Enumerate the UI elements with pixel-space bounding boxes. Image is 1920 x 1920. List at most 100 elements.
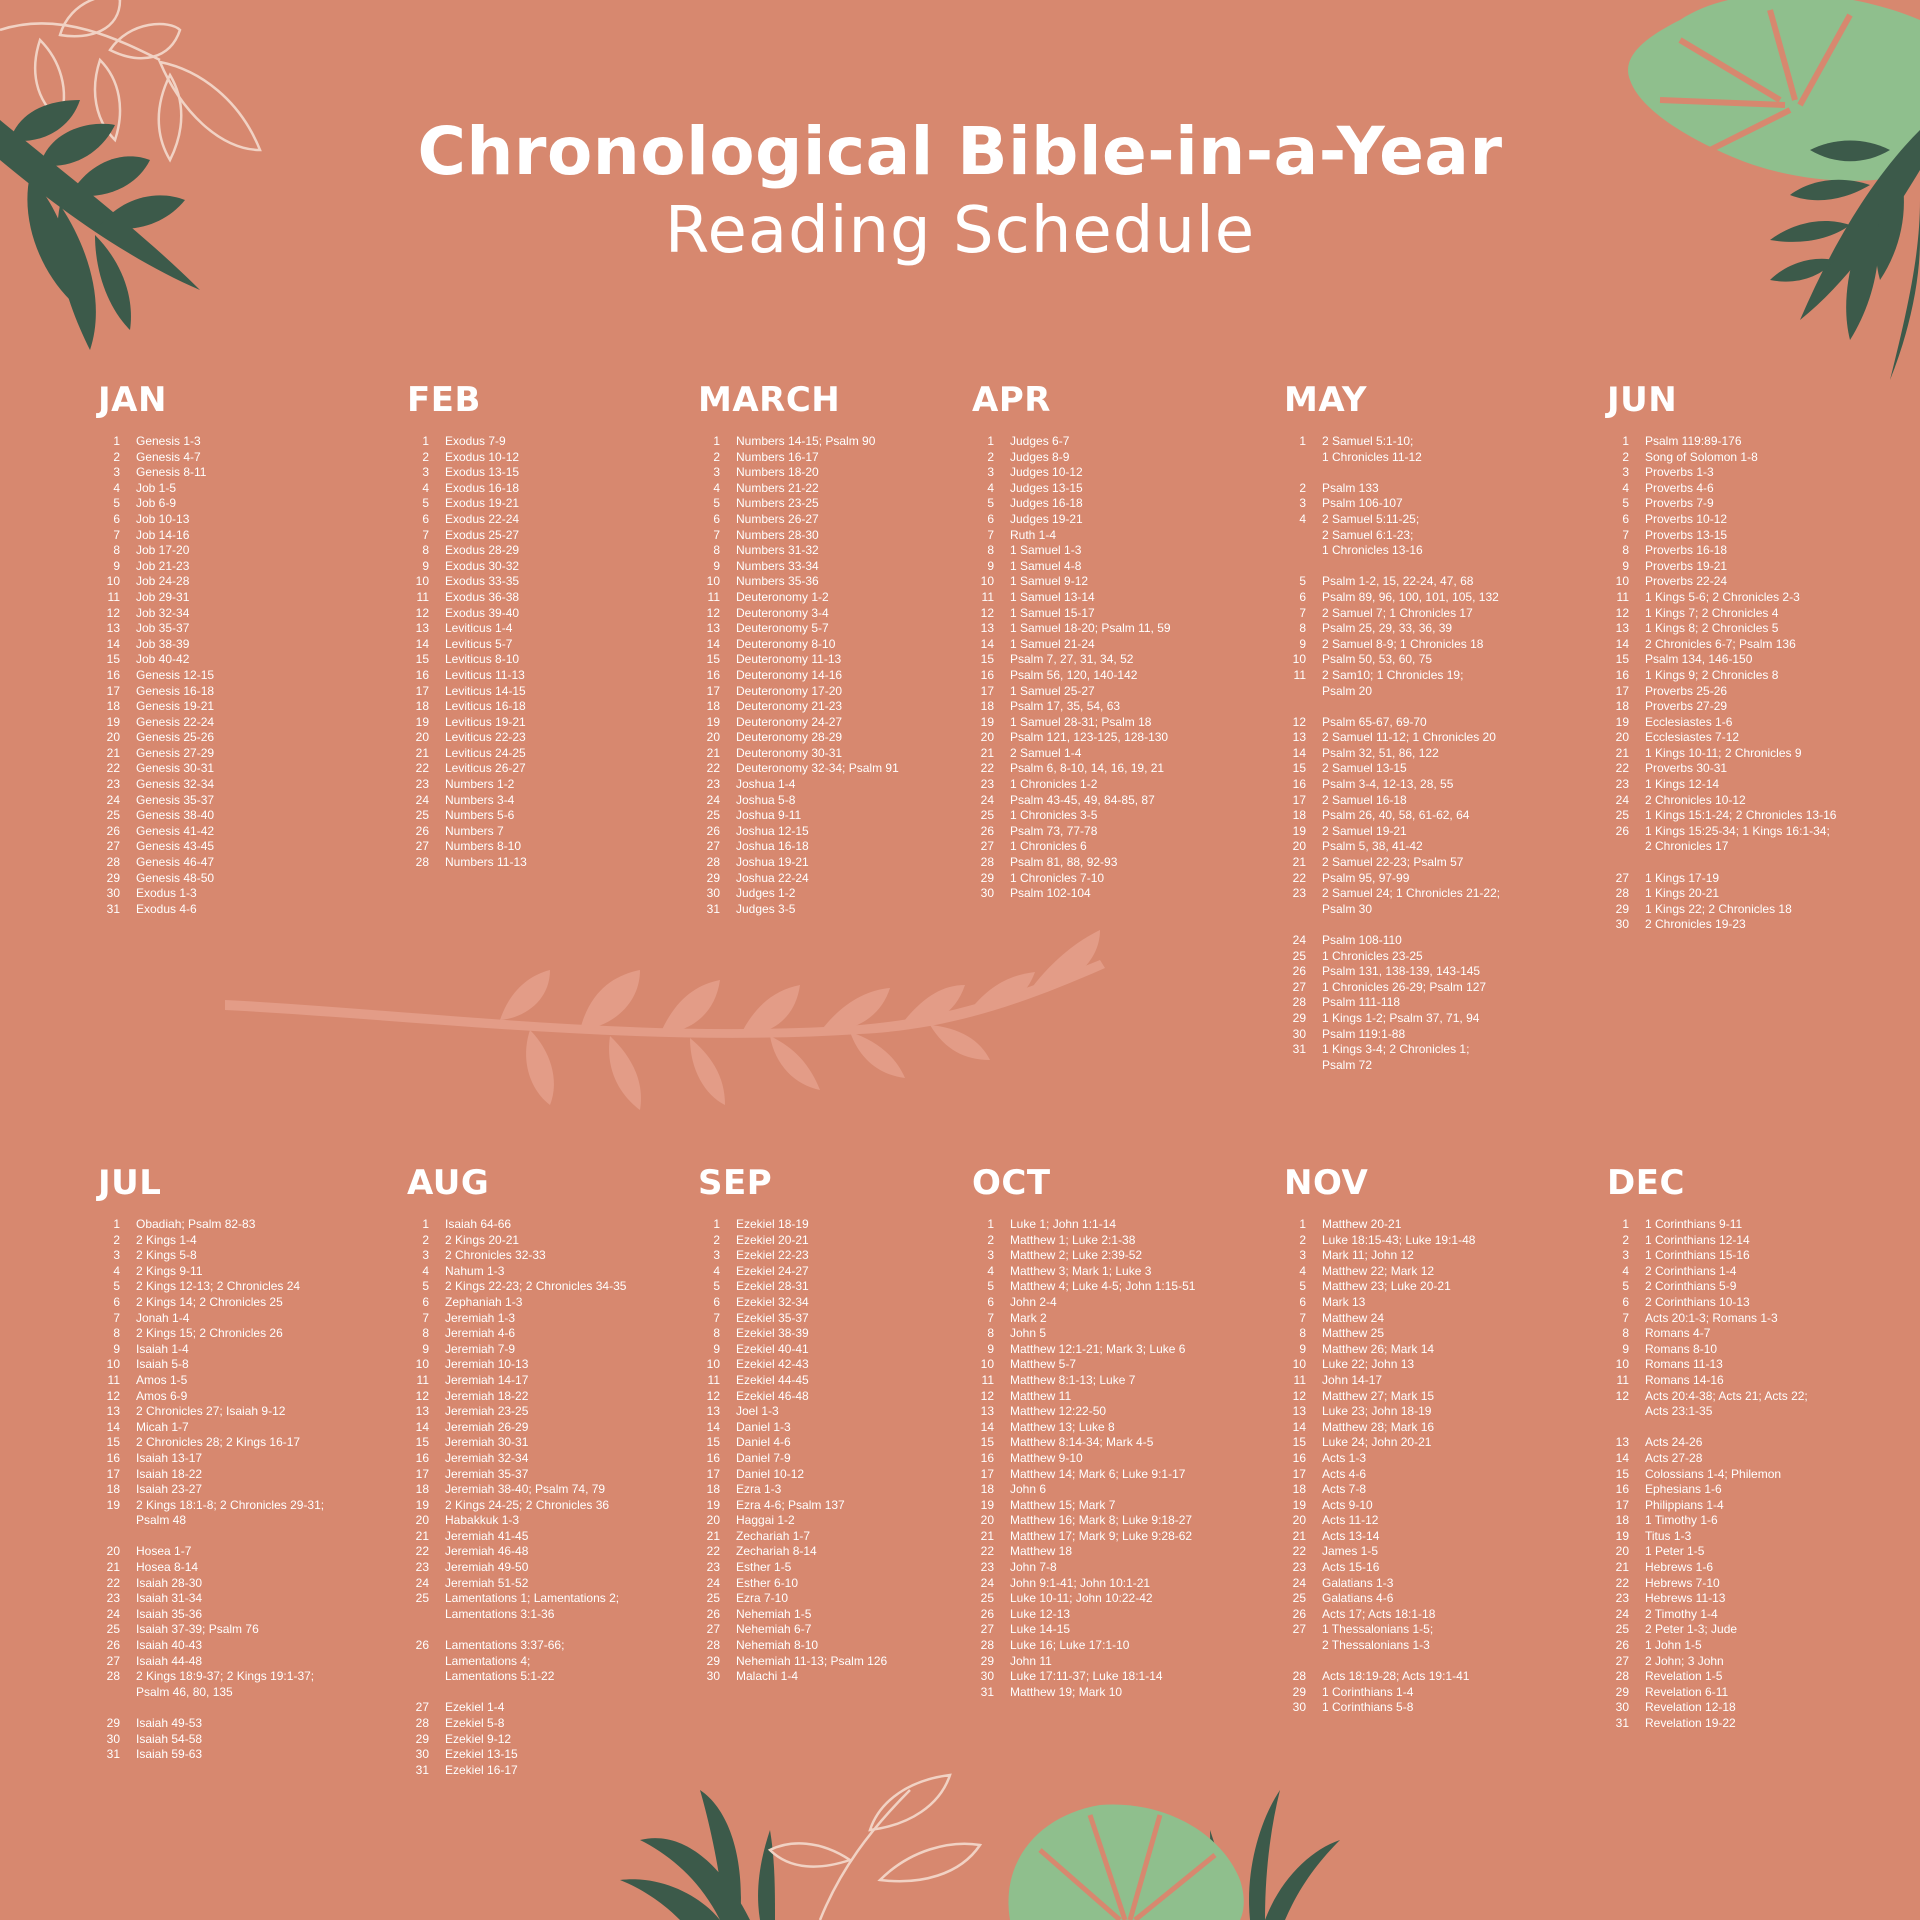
month-sep: SEP 1 Ezekiel 18-19 2 Ezekiel 20-21 3 Ezekiel … [698,1163,887,1685]
day-number: 31 [980,1684,994,1699]
reading-passage: Joshua 5-8 [720,793,795,809]
reading-passage: Philippians 1-4 [1629,1498,1724,1514]
reading-passage: 2 Chronicles 19-23 [1629,917,1746,933]
reading-entry: 18 Isaiah 23-27 [98,1482,324,1498]
reading-passage: Exodus 7-9 [429,434,506,450]
reading-entry: 7 Acts 20:1-3; Romans 1-3 [1607,1311,1808,1327]
reading-entry: 2 Matthew 1; Luke 2:1-38 [972,1233,1195,1249]
reading-entry: 3 Genesis 8-11 [98,465,214,481]
passage-line: 2 Peter 1-3; Jude [1645,1622,1738,1637]
day-number: 6 [1622,511,1629,526]
reading-passage: Job 32-34 [120,606,189,622]
reading-passage: 1 Kings 12-14 [1629,777,1719,793]
passage-line: 2 Kings 9-11 [136,1263,203,1278]
reading-entry: 25 Joshua 9-11 [698,808,899,824]
reading-passage: Numbers 5-6 [429,808,514,824]
reading-passage: 2 Chronicles 32-33 [429,1248,546,1264]
passage-line: Psalm 131, 138-139, 143-145 [1322,964,1481,979]
passage-line: Matthew 8:1-13; Luke 7 [1010,1372,1136,1387]
passage-line: 1 Kings 9; 2 Chronicles 8 [1645,667,1779,682]
reading-passage: Psalm 50, 53, 60, 75 [1306,652,1432,668]
reading-entry: 21 Leviticus 24-25 [407,746,527,762]
reading-entry: 18 Jeremiah 38-40; Psalm 74, 79 [407,1482,626,1498]
reading-passage: Jeremiah 32-34 [429,1451,528,1467]
passage-line: Deuteronomy 21-23 [736,699,843,714]
day-number: 24 [1292,1575,1306,1590]
reading-entry: 23 Jeremiah 49-50 [407,1560,626,1576]
passage-line: Numbers 3-4 [445,792,515,807]
reading-entry: 19 2 Kings 18:1-8; 2 Chronicles 29-31; Psa… [98,1498,324,1529]
reading-entry: 5 Judges 16-18 [972,496,1171,512]
day-number: 17 [106,683,120,698]
reading-passage: Acts 18:19-28; Acts 19:1-41 [1306,1669,1469,1685]
reading-passage: 2 Timothy 1-4 [1629,1607,1718,1623]
reading-entry: 16 Deuteronomy 14-16 [698,668,899,684]
day-number: 6 [987,511,994,526]
reading-passage: 1 Samuel 15-17 [994,606,1095,622]
reading-entry: 25 1 Kings 15:1-24; 2 Chronicles 13-16 [1607,808,1837,824]
passage-line: Exodus 33-35 [445,574,520,589]
passage-line: Micah 1-7 [136,1419,189,1434]
day-number: 19 [980,1497,994,1512]
passage-line: Matthew 14; Mark 6; Luke 9:1-17 [1010,1466,1186,1481]
day-number: 21 [706,745,720,760]
reading-passage: Zechariah 1-7 [720,1529,810,1545]
reading-passage: 1 Samuel 1-3 [994,543,1081,559]
passage-line: Ezekiel 35-37 [736,1310,809,1325]
passage-line: Exodus 4-6 [136,901,197,916]
day-number: 26 [1615,823,1629,838]
reading-passage: Psalm 133 [1306,481,1379,497]
passage-line: Exodus 30-32 [445,558,520,573]
day-number: 20 [706,1513,720,1528]
reading-passage: 2 Samuel 22-23; Psalm 57 [1306,855,1463,871]
passage-line: Matthew 9-10 [1010,1450,1083,1465]
passage-line: Ezekiel 24-27 [736,1263,809,1278]
passage-line: Exodus 22-24 [445,511,520,526]
reading-entry: 14 Micah 1-7 [98,1420,324,1436]
passage-line: Revelation 1-5 [1645,1669,1723,1684]
day-number: 27 [1292,979,1306,994]
reading-passage: Exodus 22-24 [429,512,519,528]
reading-entry: 17 Genesis 16-18 [98,684,214,700]
reading-entry: 15 Matthew 8:14-34; Mark 4-5 [972,1435,1195,1451]
day-number: 16 [706,667,720,682]
reading-passage: Revelation 19-22 [1629,1716,1736,1732]
reading-passage: Ezra 7-10 [720,1591,788,1607]
reading-passage: 2 Samuel 11-12; 1 Chronicles 20 [1306,730,1496,746]
day-number: 10 [415,574,429,589]
reading-entry: 7 Proverbs 13-15 [1607,528,1836,544]
passage-line: Ezekiel 28-31 [736,1279,809,1294]
reading-passage: Job 35-37 [120,621,189,637]
reading-passage: 1 Kings 15:25-34; 1 Kings 16:1-34; 2 Chro… [1629,824,1830,855]
passage-line: Matthew 27; Mark 15 [1322,1388,1435,1403]
month-jun: JUN 1 Psalm 119:89-176 2 Song of Solomon 1-8… [1607,380,1836,933]
passage-line: Isaiah 44-48 [136,1653,203,1668]
reading-entry: 25 1 Chronicles 23-25 [1284,949,1500,965]
reading-passage: Psalm 108-110 [1306,933,1402,949]
reading-entry: 18 Psalm 17, 35, 54, 63 [972,699,1171,715]
day-number: 28 [106,1669,120,1684]
passage-line: Jeremiah 49-50 [445,1560,529,1575]
day-number: 17 [706,1466,720,1481]
reading-entry: 24 Psalm 43-45, 49, 84-85, 87 [972,793,1171,809]
reading-entry: 4 Exodus 16-18 [407,481,527,497]
reading-entry: 16 Jeremiah 32-34 [407,1451,626,1467]
passage-line: Luke 17:11-37; Luke 18:1-14 [1010,1669,1163,1684]
day-number: 18 [1615,1513,1629,1528]
day-number: 12 [1615,605,1629,620]
reading-entry: 31 Isaiah 59-63 [98,1747,324,1763]
day-number: 5 [422,1279,429,1294]
passage-line: 1 Kings 20-21 [1645,886,1720,901]
passage-line: Leviticus 24-25 [445,745,526,760]
passage-line: Hebrews 11-13 [1645,1591,1726,1606]
day-number: 6 [1299,1294,1306,1309]
passage-line: Genesis 27-29 [136,745,215,760]
passage-line: 1 Thessalonians 1-5; [1322,1622,1434,1637]
passage-line: Ezekiel 22-23 [736,1248,809,1263]
reading-passage: James 1-5 [1306,1544,1378,1560]
day-number: 4 [987,480,994,495]
reading-entry: 18 Acts 7-8 [1284,1482,1475,1498]
